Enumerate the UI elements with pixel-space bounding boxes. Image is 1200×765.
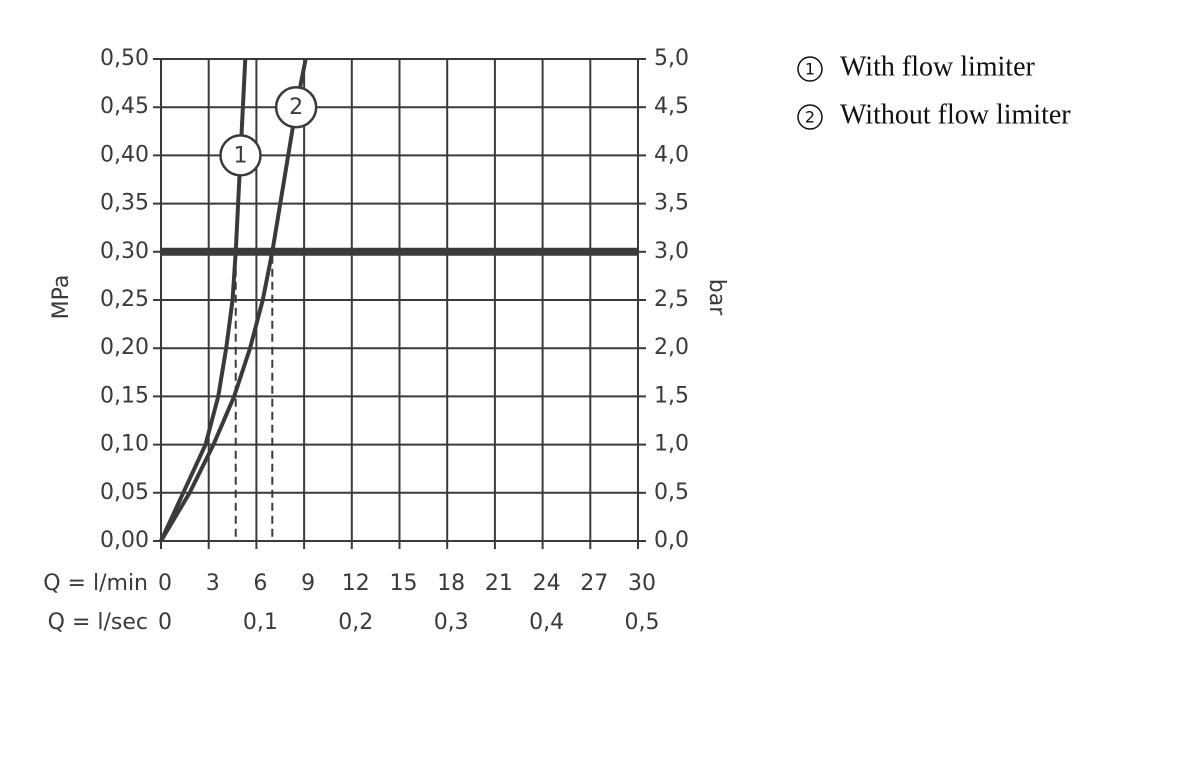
x-tick-label: 24 [533,571,561,596]
x-tick-label: 0 [158,571,172,596]
x-tick-label: 9 [301,571,315,596]
y2-tick-label: 3,0 [654,239,689,264]
x-tick-label: 6 [253,571,267,596]
legend-badge [797,104,823,130]
x-tick-label: 30 [628,571,656,596]
y-axis-label: MPa [49,275,74,320]
y2-tick-label: 2,5 [654,287,689,312]
x2-tick-label: 0,2 [338,610,373,635]
y-tick-label: 0,15 [100,383,149,408]
x2-axis-label: Q = l/sec [48,610,148,635]
curve [159,58,308,543]
curve [159,58,248,542]
y-tick-label: 0,05 [100,480,149,505]
y-tick-label: 0,35 [100,191,149,216]
x-tick-label: 15 [390,571,418,596]
curve-badge [219,134,262,177]
y-tick-label: 0,20 [100,335,149,360]
y2-tick-label: 5,0 [654,46,689,71]
legend-badge-label: 2 [805,108,815,127]
x-tick-label: 21 [485,571,513,596]
y2-tick-label: 1,5 [654,383,689,408]
curve-badge-label: 2 [289,95,303,120]
y2-tick-label: 3,5 [654,191,689,216]
legend-badge-label: 1 [805,60,815,79]
y-tick-label: 0,25 [100,287,149,312]
y2-tick-label: 4,5 [654,94,689,119]
legend-label: With flow limiter [840,51,1036,82]
y2-tick-label: 1,0 [654,432,689,457]
x2-tick-label: 0,3 [434,610,469,635]
x2-tick-label: 0,5 [625,610,660,635]
x-tick-label: 12 [342,571,370,596]
y-tick-label: 0,00 [100,528,149,553]
legend-label: Without flow limiter [840,99,1071,130]
x2-tick-label: 0 [158,610,172,635]
y-tick-label: 0,50 [100,46,149,71]
x2-tick-label: 0,4 [529,610,564,635]
curve-badge [274,85,318,129]
y2-tick-label: 4,0 [654,142,689,167]
y2-axis-label: bar [704,279,729,316]
y2-tick-label: 2,0 [654,335,689,360]
y-tick-label: 0,30 [100,239,149,264]
y-tick-label: 0,45 [100,94,149,119]
y2-tick-label: 0,5 [654,480,689,505]
x-axis-label: Q = l/min [43,571,148,596]
x2-tick-label: 0,1 [243,610,278,635]
y-tick-label: 0,40 [100,142,149,167]
curve-badge-label: 1 [234,143,248,168]
x-tick-label: 27 [580,571,608,596]
y2-tick-label: 0,0 [654,528,689,553]
x-tick-label: 3 [206,571,220,596]
x-tick-label: 18 [437,571,465,596]
legend-badge [797,56,823,82]
y-tick-label: 0,10 [100,432,149,457]
